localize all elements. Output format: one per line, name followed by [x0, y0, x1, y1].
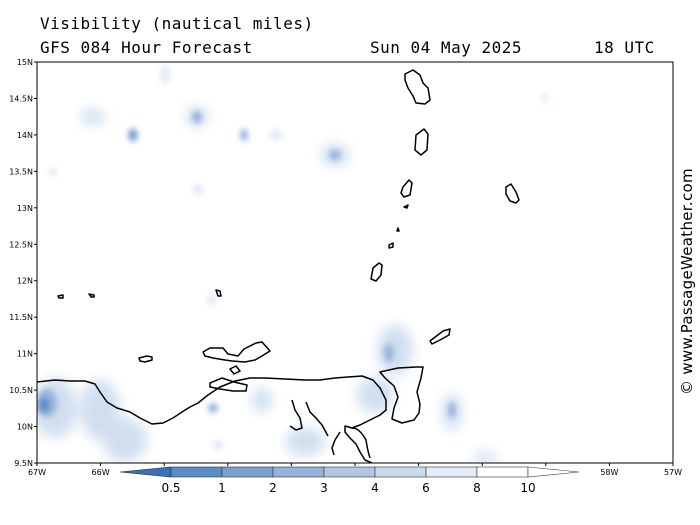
lat-tick-label: 15N — [17, 58, 33, 67]
lon-tick-label: 67W — [28, 468, 46, 477]
latitude-axis: 15N 14.5N 14N 13.5N 13N 12.5N 12N 11.5N 11N 10.5N… — [9, 58, 37, 468]
legend-swatch — [374, 466, 427, 478]
legend-swatch — [476, 466, 529, 478]
legend-label: 10 — [520, 481, 535, 495]
lon-tick-label: 57W — [664, 468, 682, 477]
legend-swatch — [221, 466, 274, 478]
legend-label: 2 — [269, 481, 277, 495]
lat-tick-label: 13.5N — [9, 167, 33, 176]
lat-tick-label: 12.5N — [9, 240, 33, 249]
lat-tick-label: 14N — [17, 131, 33, 140]
visibility-legend: 0.5 1 2 3 4 6 8 10 — [119, 466, 580, 495]
lat-tick-label: 11.5N — [9, 313, 33, 322]
legend-swatch — [272, 466, 325, 478]
legend-label: 6 — [422, 481, 430, 495]
coastlines — [37, 69, 520, 463]
lon-tick-label: 58W — [600, 468, 618, 477]
lat-tick-label: 10N — [17, 423, 33, 432]
visibility-shading — [37, 65, 549, 463]
lat-tick-label: 13N — [17, 204, 33, 213]
legend-swatch — [425, 466, 478, 478]
lat-tick-label: 9.5N — [14, 459, 33, 468]
legend-label: 3 — [320, 481, 328, 495]
map-frame — [36, 61, 674, 464]
legend-label: 4 — [371, 481, 379, 495]
lat-tick-label: 14.5N — [9, 94, 33, 103]
lat-tick-label: 12N — [17, 277, 33, 286]
forecast-time: 18 UTC — [594, 38, 655, 57]
legend-swatch — [170, 466, 223, 478]
legend-label: 1 — [218, 481, 226, 495]
map-title: Visibility (nautical miles) — [40, 14, 314, 33]
legend-arrow-low — [119, 466, 172, 478]
forecast-subtitle: GFS 084 Hour Forecast — [40, 38, 253, 57]
legend-swatch — [323, 466, 376, 478]
legend-label: 0.5 — [161, 481, 180, 495]
credit-text: © www.PassageWeather.com — [678, 168, 696, 395]
lat-tick-label: 10.5N — [9, 386, 33, 395]
lat-tick-label: 11N — [17, 350, 33, 359]
legend-arrow-high — [527, 466, 580, 478]
forecast-date: Sun 04 May 2025 — [370, 38, 522, 57]
legend-label: 8 — [473, 481, 481, 495]
lon-tick-label: 66W — [92, 468, 110, 477]
